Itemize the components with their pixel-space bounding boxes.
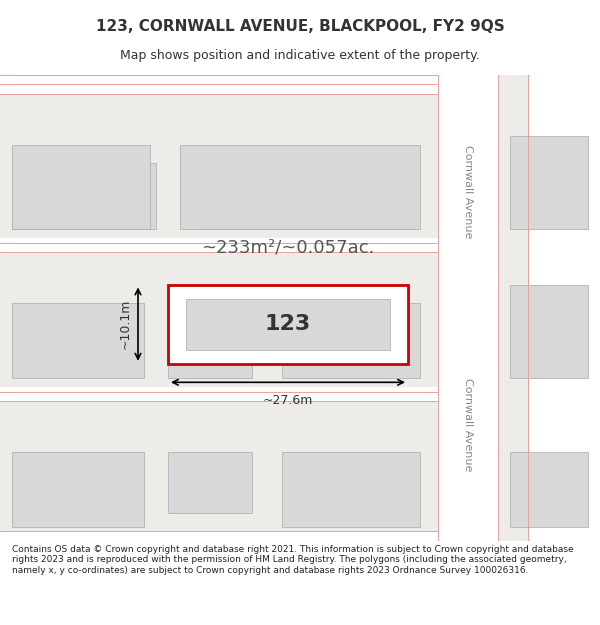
Text: ~10.1m: ~10.1m xyxy=(119,299,132,349)
Bar xyxy=(0,387,438,401)
Text: Contains OS data © Crown copyright and database right 2021. This information is : Contains OS data © Crown copyright and d… xyxy=(12,545,574,574)
Bar xyxy=(198,210,414,229)
Text: Cornwall Avenue: Cornwall Avenue xyxy=(463,378,473,471)
Bar xyxy=(0,531,438,541)
Text: 123: 123 xyxy=(265,314,311,334)
Bar xyxy=(282,303,420,378)
Bar xyxy=(168,284,408,364)
Bar xyxy=(510,284,588,378)
Bar xyxy=(12,145,150,229)
Bar xyxy=(0,238,438,252)
Bar xyxy=(282,452,420,527)
Bar xyxy=(510,136,588,229)
Bar xyxy=(438,75,498,541)
Bar xyxy=(180,145,420,229)
Bar xyxy=(168,452,252,512)
Text: ~27.6m: ~27.6m xyxy=(263,394,313,407)
Bar xyxy=(198,159,318,206)
Text: Map shows position and indicative extent of the property.: Map shows position and indicative extent… xyxy=(120,49,480,62)
Text: 123, CORNWALL AVENUE, BLACKPOOL, FY2 9QS: 123, CORNWALL AVENUE, BLACKPOOL, FY2 9QS xyxy=(95,19,505,34)
Bar xyxy=(12,452,144,527)
Bar xyxy=(510,452,588,527)
Text: Cornwall Avenue: Cornwall Avenue xyxy=(463,145,473,238)
Bar xyxy=(168,303,252,378)
Bar xyxy=(12,164,156,229)
Text: ~233m²/~0.057ac.: ~233m²/~0.057ac. xyxy=(202,238,374,256)
Bar xyxy=(12,303,144,378)
Bar xyxy=(0,75,438,94)
Bar xyxy=(186,299,390,350)
Bar xyxy=(528,75,600,541)
